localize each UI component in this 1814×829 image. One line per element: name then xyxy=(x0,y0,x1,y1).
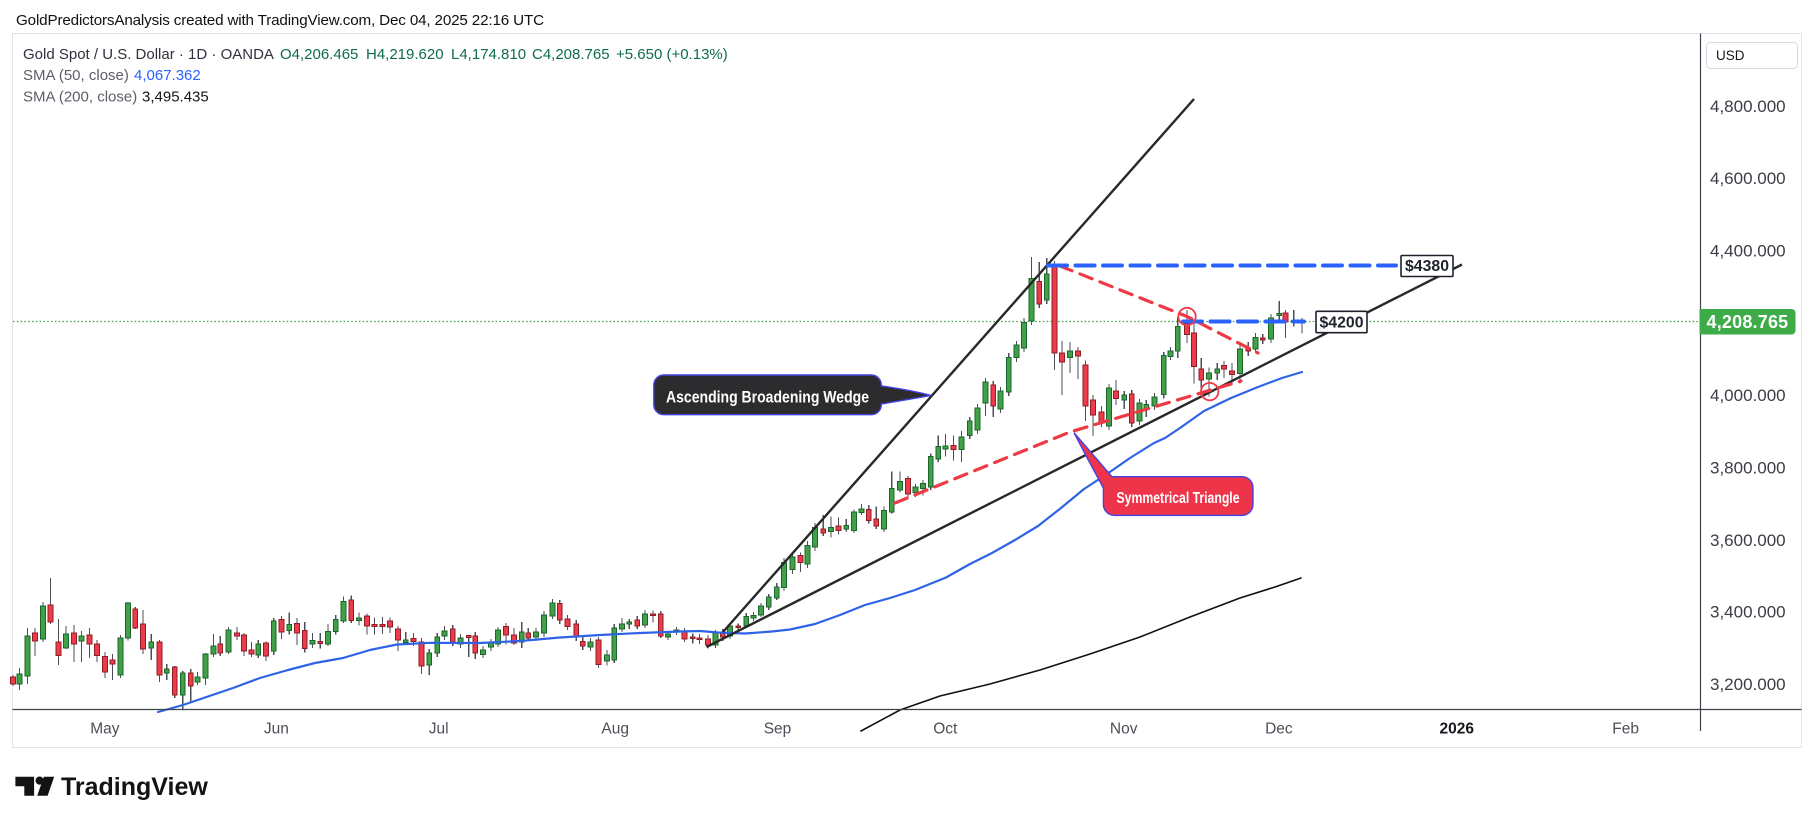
svg-text:Gold Spot / U.S. Dollar · 1D ·: Gold Spot / U.S. Dollar · 1D · OANDA xyxy=(23,46,274,63)
svg-text:3,200.000: 3,200.000 xyxy=(1710,675,1786,694)
svg-text:SMA (200, close): SMA (200, close) xyxy=(23,89,137,106)
svg-text:4,800.000: 4,800.000 xyxy=(1710,97,1786,116)
svg-text:4,067.362: 4,067.362 xyxy=(134,67,201,84)
svg-text:C4,208.765: C4,208.765 xyxy=(532,46,610,63)
svg-text:Jun: Jun xyxy=(264,721,289,738)
svg-text:O4,206.465: O4,206.465 xyxy=(280,46,358,63)
svg-text:Oct: Oct xyxy=(933,721,958,738)
svg-text:L4,174.810: L4,174.810 xyxy=(451,46,526,63)
svg-text:3,800.000: 3,800.000 xyxy=(1710,459,1786,478)
svg-text:3,400.000: 3,400.000 xyxy=(1710,603,1786,622)
svg-text:$4380: $4380 xyxy=(1405,258,1449,275)
svg-text:Sep: Sep xyxy=(764,721,792,738)
svg-text:USD: USD xyxy=(1716,48,1745,63)
svg-text:Dec: Dec xyxy=(1265,721,1293,738)
svg-text:Symmetrical Triangle: Symmetrical Triangle xyxy=(1117,490,1240,507)
svg-text:+5.650 (+0.13%): +5.650 (+0.13%) xyxy=(616,46,728,63)
svg-text:GoldPredictorsAnalysis created: GoldPredictorsAnalysis created with Trad… xyxy=(16,12,544,29)
svg-text:4,400.000: 4,400.000 xyxy=(1710,242,1786,261)
svg-text:Aug: Aug xyxy=(601,721,629,738)
svg-text:4,600.000: 4,600.000 xyxy=(1710,169,1786,188)
svg-text:2026: 2026 xyxy=(1440,721,1475,738)
svg-text:SMA (50, close): SMA (50, close) xyxy=(23,67,129,84)
svg-text:Jul: Jul xyxy=(429,721,449,738)
svg-text:May: May xyxy=(90,721,120,738)
svg-text:$4200: $4200 xyxy=(1320,314,1364,331)
svg-text:TradingView: TradingView xyxy=(61,773,208,801)
svg-text:Ascending Broadening Wedge: Ascending Broadening Wedge xyxy=(666,388,869,407)
svg-text:Feb: Feb xyxy=(1612,721,1639,738)
svg-text:4,000.000: 4,000.000 xyxy=(1710,386,1786,405)
svg-text:3,495.435: 3,495.435 xyxy=(142,89,209,106)
svg-text:3,600.000: 3,600.000 xyxy=(1710,531,1786,550)
svg-text:H4,219.620: H4,219.620 xyxy=(366,46,444,63)
svg-text:Nov: Nov xyxy=(1110,721,1138,738)
svg-text:4,208.765: 4,208.765 xyxy=(1707,312,1789,332)
